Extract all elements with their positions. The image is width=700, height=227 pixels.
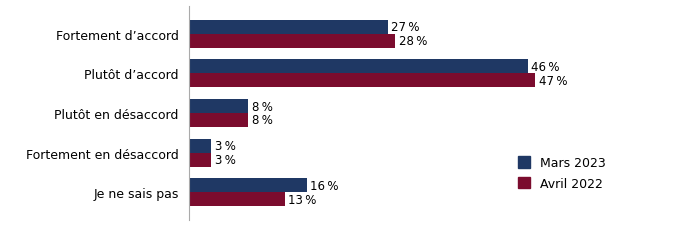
Text: 8 %: 8 %: [251, 100, 272, 113]
Text: 3 %: 3 %: [215, 153, 236, 166]
Bar: [189, 74, 535, 88]
Text: 47 %: 47 %: [539, 74, 567, 87]
Text: 27 %: 27 %: [391, 21, 420, 34]
Text: 8 %: 8 %: [251, 114, 272, 127]
Text: 46 %: 46 %: [531, 61, 560, 74]
Bar: [189, 139, 211, 153]
Text: 28 %: 28 %: [399, 35, 427, 48]
Bar: [189, 60, 528, 74]
Text: 16 %: 16 %: [311, 179, 339, 192]
Bar: [189, 114, 248, 127]
Bar: [189, 179, 307, 192]
Bar: [189, 35, 395, 48]
Bar: [189, 153, 211, 167]
Bar: [189, 100, 248, 114]
Text: 3 %: 3 %: [215, 140, 236, 153]
Legend: Mars 2023, Avril 2022: Mars 2023, Avril 2022: [514, 153, 610, 194]
Text: 13 %: 13 %: [288, 193, 317, 206]
Bar: [189, 21, 388, 35]
Bar: [189, 192, 285, 206]
